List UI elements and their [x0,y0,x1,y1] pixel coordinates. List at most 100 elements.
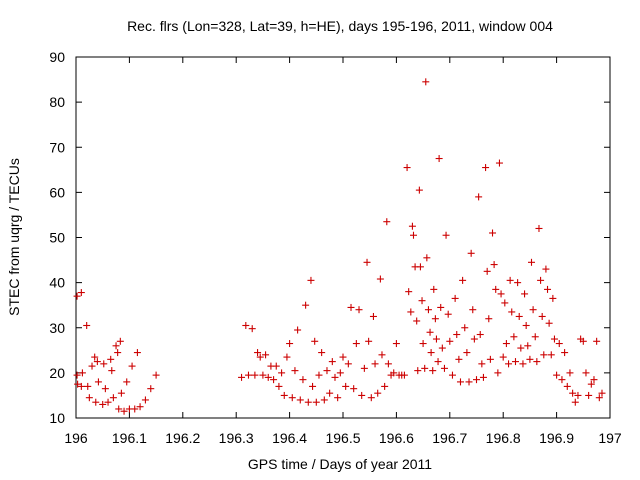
data-point [501,299,509,307]
data-point [374,389,382,397]
data-point [85,394,93,402]
x-tick-label: 196.2 [165,430,200,446]
data-point [342,382,350,390]
data-point [486,355,494,363]
data-point [508,308,516,316]
data-point [415,186,423,194]
data-point [376,275,384,283]
data-point [315,371,323,379]
data-point [326,389,334,397]
data-point [549,294,557,302]
data-point [365,337,373,345]
data-point [435,155,443,163]
data-point [99,400,107,408]
data-point [505,360,513,368]
data-point [461,324,469,332]
plot-frame [75,56,611,419]
data-point [590,376,598,384]
data-point [418,297,426,305]
data-point [100,360,108,368]
data-point [514,279,522,287]
data-point [323,367,331,375]
data-point [347,303,355,311]
data-point [302,301,310,309]
data-point [585,391,593,399]
data-point [587,380,595,388]
data-point [533,358,541,366]
data-point [88,362,96,370]
data-point [529,306,537,314]
y-tick-label: 80 [49,94,65,110]
data-point [120,407,128,415]
x-tick-label: 196.5 [325,430,360,446]
data-point [485,315,493,323]
data-point [309,382,317,390]
data-point [490,261,498,269]
x-tick-label: 196.8 [486,430,521,446]
data-point [254,349,262,357]
y-axis-label: STEC from uqrg / TECUs [6,158,22,316]
data-point [521,290,529,298]
data-point [238,373,246,381]
data-point [434,358,442,366]
data-point [419,340,427,348]
data-point [94,378,102,386]
y-tick-label: 40 [49,275,65,291]
data-point [555,340,563,348]
data-point [93,358,101,366]
data-point [128,362,136,370]
data-point [456,378,464,386]
data-point [384,360,392,368]
data-point [286,340,294,348]
data-point [535,224,543,232]
data-point [104,398,112,406]
data-point [84,382,92,390]
data-point [515,312,523,320]
data-point [579,337,587,345]
data-point [336,369,344,377]
data-point [531,333,539,341]
data-point [422,78,430,86]
data-point [339,353,347,361]
data-point [131,405,139,413]
data-point [465,378,473,386]
data-point [426,328,434,336]
y-tick-label: 10 [49,410,65,426]
data-point [369,312,377,320]
data-point [117,389,125,397]
data-point [355,306,363,314]
data-point [147,385,155,393]
data-point [291,367,299,375]
data-point [494,369,502,377]
data-point [478,360,486,368]
y-tick-label: 60 [49,184,65,200]
data-point [312,398,320,406]
data-point [352,340,360,348]
data-point [283,353,291,361]
y-tick-label: 50 [49,230,65,246]
data-point [251,371,259,379]
data-point [296,396,304,404]
data-point [409,231,417,239]
data-point [571,398,579,406]
data-point [259,371,267,379]
data-point [437,303,445,311]
data-point [414,367,422,375]
data-point [510,333,518,341]
data-point [442,231,450,239]
data-point [459,276,467,284]
data-point [431,315,439,323]
data-point [432,335,440,343]
data-point [83,321,91,329]
data-point [123,378,131,386]
data-point [544,285,552,293]
y-tick-label: 70 [49,139,65,155]
data-point [476,331,484,339]
data-point [537,276,545,284]
data-point [430,285,438,293]
x-axis-label: GPS time / Days of year 2011 [248,456,432,472]
data-point [416,263,424,271]
x-tick-label: 196.3 [219,430,254,446]
data-point [598,389,606,397]
data-point [74,380,82,388]
